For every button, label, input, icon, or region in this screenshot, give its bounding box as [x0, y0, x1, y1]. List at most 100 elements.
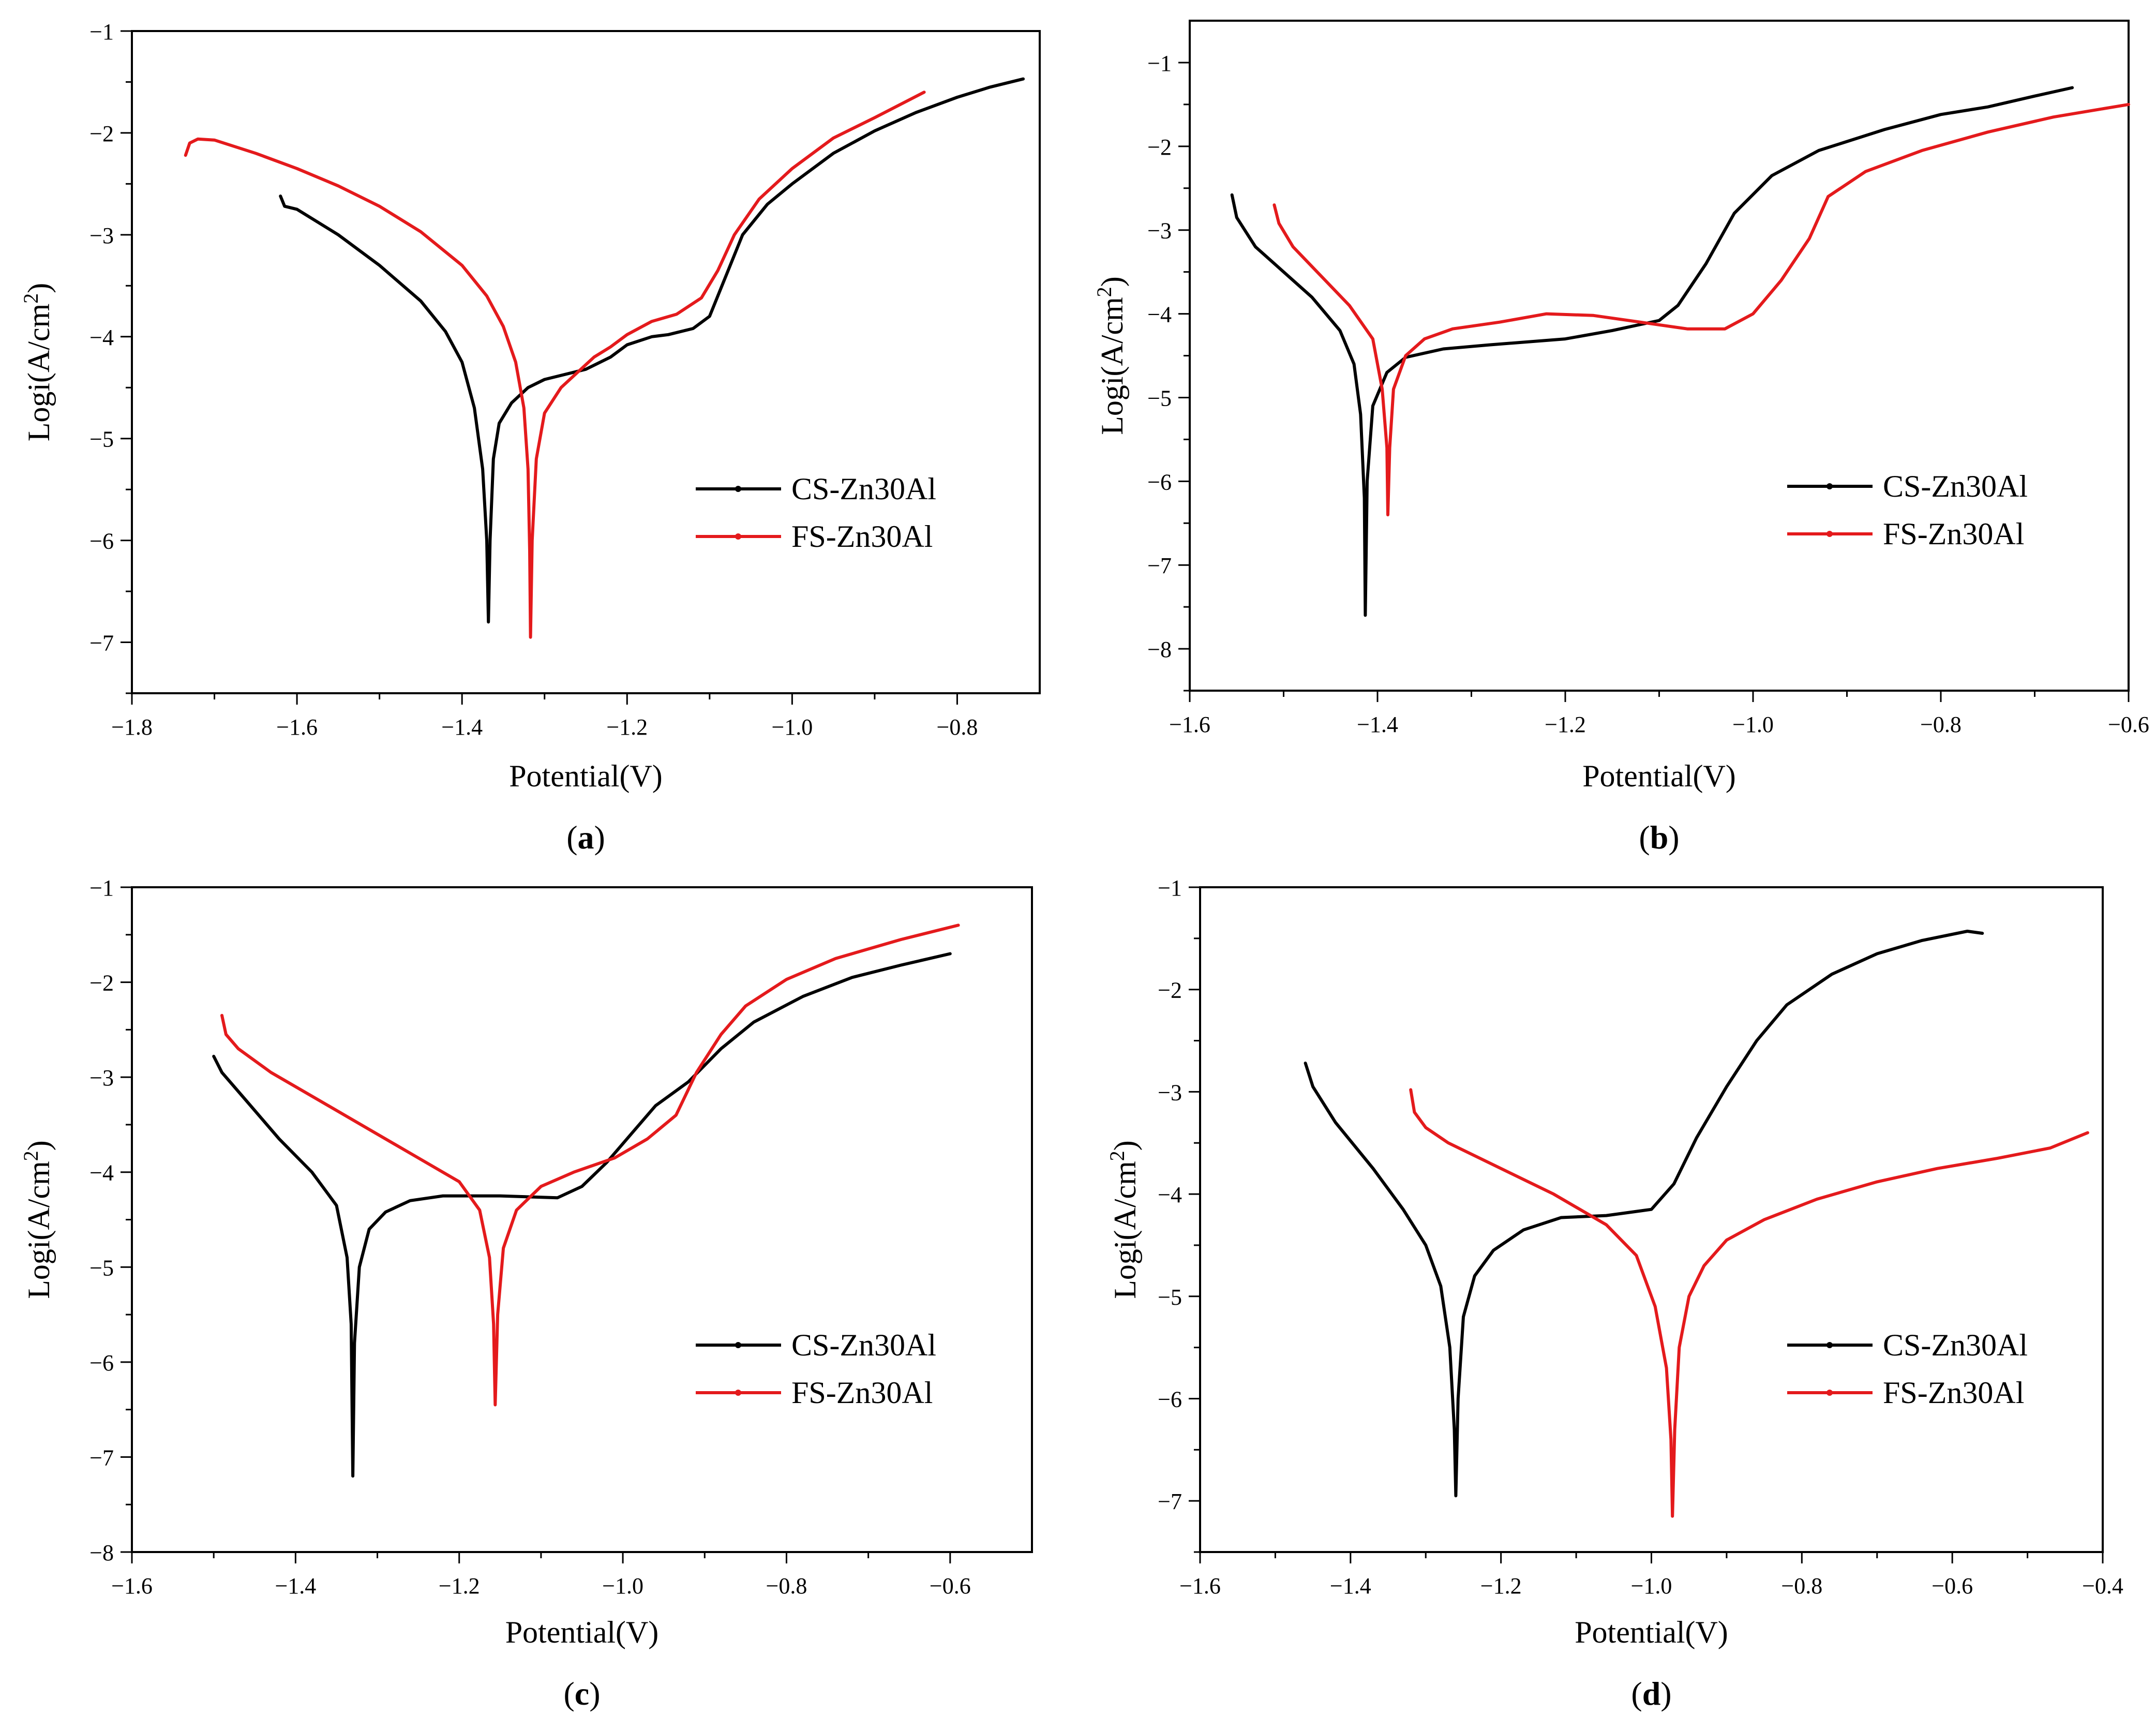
panel-label: (d): [1631, 1675, 1671, 1712]
y-tick-label: −5: [1158, 1285, 1182, 1310]
plot-frame: [131, 886, 1033, 1553]
x-tick-label: −1.0: [1732, 712, 1774, 737]
legend-marker: [1826, 483, 1833, 489]
panel-d: −1.6 −1.4 −1.2 −1.0 −0.8 −0.6 −0.4 −7 −6 −5 −4 −3 −2…: [1105, 875, 2123, 1712]
series-line-cs: [212, 952, 952, 1478]
y-tick-label: −2: [1158, 978, 1182, 1003]
panel-b: −1.6 −1.4 −1.2 −1.0 −0.8 −0.6 −8 −7 −6 −5 −4 −3 −2 −1…: [1092, 20, 2149, 856]
x-tick-label: −1.2: [439, 1573, 480, 1599]
y-tick-label: −4: [89, 1160, 114, 1186]
panel-label: (b): [1639, 819, 1679, 856]
legend-label: CS-Zn30Al: [1883, 1328, 2028, 1362]
legend-label: FS-Zn30Al: [791, 519, 933, 554]
y-axis-title: Logi(A/cm2): [19, 1140, 56, 1299]
legend-marker: [1826, 1390, 1833, 1396]
legend-label: FS-Zn30Al: [791, 1376, 933, 1410]
y-tick-label: −6: [89, 529, 114, 554]
x-tick-label: −0.8: [1920, 712, 1962, 737]
y-tick-label: −2: [89, 971, 114, 996]
x-tick-label: −1.2: [1480, 1573, 1522, 1599]
x-tick-label: −0.4: [2082, 1573, 2123, 1599]
panel-a: −1.8 −1.6 −1.4 −1.2 −1.0 −0.8 −7 −6 −5 −4 −3 −2 −1 CS…: [19, 19, 1041, 856]
x-tick-label: −1.6: [1169, 712, 1210, 737]
x-tick-label: −1.6: [111, 1573, 153, 1599]
y-tick-label: −8: [89, 1540, 114, 1565]
panel-label: (a): [566, 819, 605, 856]
y-tick-label: −3: [1147, 218, 1172, 244]
plot-frame: [1189, 20, 2130, 692]
y-tick-label: −8: [1147, 637, 1172, 662]
y-tick-label: −2: [1147, 135, 1172, 160]
y-tick-label: −2: [89, 121, 114, 146]
x-tick-label: −0.6: [2108, 712, 2149, 737]
x-axis-title: Potential(V): [505, 1615, 659, 1649]
legend-marker: [735, 1342, 741, 1348]
series-line-fs: [220, 923, 960, 1407]
legend-marker: [735, 533, 741, 540]
series-line-cs: [279, 77, 1025, 624]
y-tick-label: −3: [89, 223, 114, 248]
plot-frame: [131, 30, 1041, 694]
x-tick-label: −1.6: [276, 714, 318, 740]
legend-label: FS-Zn30Al: [1883, 1376, 2024, 1410]
y-tick-label: −1: [1147, 51, 1172, 76]
x-tick-label: −0.6: [1932, 1573, 1973, 1599]
y-tick-label: −1: [89, 19, 114, 44]
y-tick-label: −7: [1158, 1489, 1182, 1514]
y-axis-title: Logi(A/cm2): [19, 283, 56, 442]
x-tick-label: −1.4: [441, 714, 483, 740]
y-tick-label: −4: [1158, 1182, 1182, 1207]
legend-label: CS-Zn30Al: [791, 1328, 936, 1362]
y-axis-title: Logi(A/cm2): [1092, 276, 1129, 435]
legend-label: CS-Zn30Al: [791, 472, 936, 506]
x-tick-label: −1.0: [771, 714, 813, 740]
y-tick-label: −5: [89, 1255, 114, 1280]
x-tick-label: −0.6: [930, 1573, 971, 1599]
series-line-fs: [1272, 102, 2130, 517]
series-line-cs: [1230, 86, 2074, 617]
series-line-fs: [184, 91, 926, 639]
y-tick-label: −5: [89, 427, 114, 452]
x-tick-label: −1.2: [606, 714, 648, 740]
y-tick-label: −6: [89, 1350, 114, 1376]
x-axis-title: Potential(V): [509, 759, 663, 793]
y-tick-label: −4: [89, 325, 114, 350]
x-tick-label: −1.2: [1545, 712, 1586, 737]
y-tick-label: −6: [1147, 469, 1172, 495]
y-tick-label: −5: [1147, 385, 1172, 411]
plot-frame: [1199, 886, 2104, 1553]
y-axis-title: Logi(A/cm2): [1105, 1140, 1142, 1299]
panel-c: −1.6 −1.4 −1.2 −1.0 −0.8 −0.6 −8 −7 −6 −5 −4 −3 −2 −1…: [19, 875, 1033, 1712]
legend-marker: [735, 1390, 741, 1396]
x-tick-label: −1.6: [1179, 1573, 1221, 1599]
y-tick-label: −3: [1158, 1080, 1182, 1105]
x-tick-label: −1.4: [1330, 1573, 1371, 1599]
panel-label: (c): [563, 1675, 600, 1712]
x-tick-label: −1.0: [602, 1573, 643, 1599]
y-tick-label: −1: [1158, 875, 1182, 901]
x-axis-title: Potential(V): [1582, 759, 1736, 793]
y-tick-label: −7: [89, 631, 114, 656]
y-tick-label: −4: [1147, 302, 1172, 327]
legend-marker: [1826, 1342, 1833, 1348]
x-tick-label: −0.8: [937, 714, 978, 740]
y-tick-label: −6: [1158, 1386, 1182, 1412]
x-tick-label: −1.4: [275, 1573, 316, 1599]
x-tick-label: −0.8: [766, 1573, 807, 1599]
y-tick-label: −7: [89, 1445, 114, 1470]
legend-label: FS-Zn30Al: [1883, 517, 2024, 551]
series-line-cs: [1304, 930, 1984, 1498]
legend-marker: [735, 486, 741, 492]
y-tick-label: −1: [89, 875, 114, 901]
series-line-fs: [1409, 1088, 2089, 1518]
x-tick-label: −0.8: [1781, 1573, 1822, 1599]
x-tick-label: −1.8: [111, 714, 153, 740]
x-tick-label: −1.4: [1357, 712, 1398, 737]
x-tick-label: −1.0: [1631, 1573, 1672, 1599]
x-axis-title: Potential(V): [1575, 1615, 1728, 1649]
legend-label: CS-Zn30Al: [1883, 469, 2028, 503]
legend-marker: [1826, 531, 1833, 537]
y-tick-label: −7: [1147, 553, 1172, 578]
y-tick-label: −3: [89, 1065, 114, 1091]
